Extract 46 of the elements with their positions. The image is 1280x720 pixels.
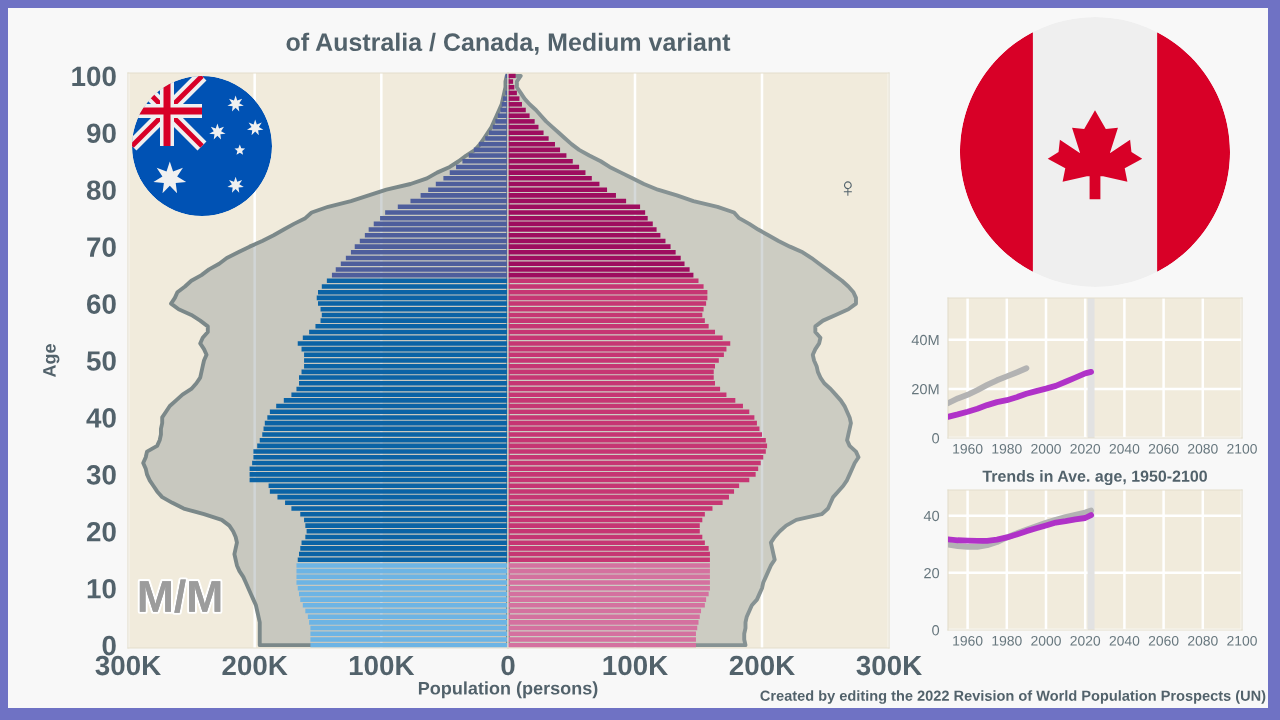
y-tick-label: 100 [72,66,116,87]
chart-title: of Australia / Canada, Medium variant [286,32,731,55]
x-tick-label: 100K [603,655,668,676]
x-tick-label: 2020 [1070,443,1101,454]
text: Created by editing the 2022 Revision of World Population Prospects (UN) [760,690,1266,704]
y-tick-label: 20M [912,383,939,395]
x-tick-label: 200K [222,655,288,676]
y-tick-label: 40 [923,510,940,522]
y-tick-label: 10 [87,578,116,599]
y-tick-label: 20 [86,521,116,542]
x-tick-label: 1960 [953,443,983,454]
y-tick-label: 80 [86,180,116,201]
annotation: M/M [139,579,221,613]
x-tick-label: 2040 [1109,443,1140,454]
x-tick-label: 2080 [1188,635,1218,646]
x-tick-label: 300K [95,655,161,676]
x-tick-label: 2040 [1109,635,1140,646]
x-tick-label: 100K [349,655,415,676]
x-tick-label: 2000 [1031,443,1061,454]
y-tick-label: 0 [932,433,940,444]
chart-title: Trends in Ave. age, 1950-2100 [982,470,1207,486]
x-tick-label: 2100 [1227,635,1257,646]
x-tick-label: 1980 [992,443,1022,454]
y-tick-label: 40M [911,334,939,346]
y-tick-label: 40 [86,408,116,428]
y-tick-label: 90 [86,123,116,144]
y-tick-label: 60 [87,294,116,314]
x-tick-label: 300K [856,655,922,676]
x-tick-label: 2080 [1188,443,1218,454]
y-tick-label: 30 [86,465,116,485]
x-axis-title: Population (persons) [418,681,598,699]
x-tick-label: 2000 [1031,635,1061,646]
x-tick-label: 200K [729,655,795,676]
y-tick-label: 70 [87,237,116,257]
y-tick-label: 50 [86,351,116,371]
y-axis-title: Age [43,344,60,378]
x-tick-label: 1980 [992,635,1022,646]
x-tick-label: 0 [501,655,515,676]
y-tick-label: 0 [932,625,940,636]
annotation: ♀ [843,181,852,196]
x-tick-label: 2060 [1148,443,1179,454]
x-tick-label: 2020 [1070,635,1101,646]
x-tick-label: 2060 [1148,635,1179,646]
x-tick-label: 2100 [1227,443,1257,454]
x-tick-label: 1960 [953,635,983,646]
y-tick-label: 20 [924,567,940,579]
